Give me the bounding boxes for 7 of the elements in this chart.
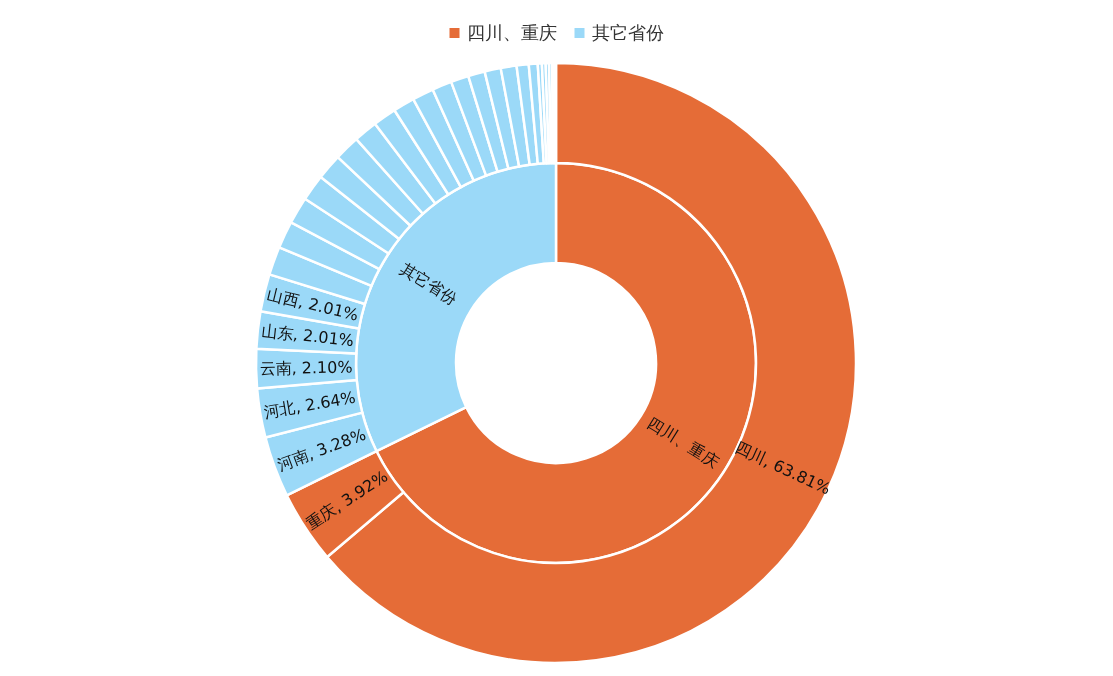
slice-label: 四川、重庆 [644, 413, 723, 472]
slice-label: 云南, 2.10% [259, 357, 353, 379]
slice-label: 其它省份 [396, 258, 461, 309]
slice-label: 河南, 3.28% [274, 424, 369, 475]
slice-label: 河北, 2.64% [262, 387, 357, 422]
legend-label: 其它省份 [591, 22, 664, 44]
legend-label: 四川、重庆 [466, 22, 557, 44]
